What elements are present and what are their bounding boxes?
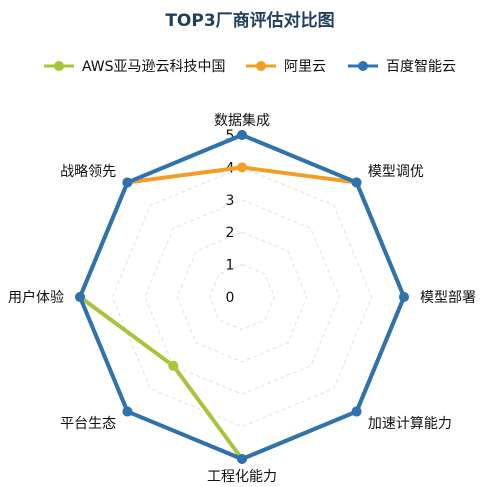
legend-item: 阿里云 <box>246 59 326 75</box>
series-group <box>75 130 409 464</box>
grid-ring-1 <box>209 264 275 330</box>
data-point <box>168 360 179 371</box>
legend-label: AWS亚马逊云科技中国 <box>82 59 226 75</box>
axis-label: 战略领先 <box>60 164 116 180</box>
tick-label: 5 <box>226 128 235 144</box>
legend-swatch-dot <box>358 61 368 71</box>
data-point <box>75 292 85 302</box>
data-point <box>237 454 247 464</box>
axis-label: 模型调优 <box>368 164 424 180</box>
axis-label: 工程化能力 <box>207 469 277 485</box>
legend-swatch-dot <box>54 61 64 71</box>
data-point <box>122 177 133 188</box>
axis-label: 平台生态 <box>60 416 116 432</box>
axis-label: 模型部署 <box>420 290 476 306</box>
tick-label: 2 <box>226 225 235 241</box>
legend-label: 百度智能云 <box>386 59 456 75</box>
data-point <box>237 130 247 140</box>
legend-item: 百度智能云 <box>348 59 456 75</box>
data-point <box>351 406 362 417</box>
data-point <box>351 177 362 188</box>
axis-label: 用户体验 <box>8 289 64 306</box>
chart-title: TOP3厂商评估对比图 <box>165 10 334 31</box>
tick-label: 1 <box>226 258 235 274</box>
legend-swatch-dot <box>256 61 266 71</box>
legend-item: AWS亚马逊云科技中国 <box>44 59 226 75</box>
grid-ring-3 <box>144 199 340 395</box>
tick-label: 0 <box>226 290 235 306</box>
axis-label: 数据集成 <box>214 112 270 129</box>
grid-ring-4 <box>111 166 373 428</box>
tick-label: 3 <box>226 193 235 209</box>
legend-label: 阿里云 <box>284 59 326 75</box>
legend: AWS亚马逊云科技中国 阿里云 百度智能云 <box>44 59 456 75</box>
data-point <box>399 292 409 302</box>
data-point <box>237 162 247 173</box>
data-point <box>122 406 133 417</box>
grid-ring-2 <box>176 231 308 363</box>
axis-label: 加速计算能力 <box>368 416 452 432</box>
